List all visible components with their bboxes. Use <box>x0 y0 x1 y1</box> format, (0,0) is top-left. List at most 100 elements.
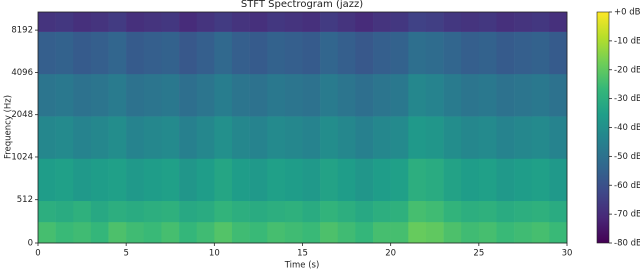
spectrogram-cell <box>267 12 286 32</box>
spectrogram-cell <box>267 73 286 117</box>
spectrogram-cell <box>196 200 215 223</box>
spectrogram-cell <box>320 200 339 223</box>
spectrogram-cell <box>425 31 444 75</box>
spectrogram-cell <box>390 158 409 202</box>
spectrogram-cell <box>284 73 303 117</box>
spectrogram-cell <box>373 221 391 244</box>
spectrogram-cell <box>38 73 56 117</box>
spectrogram-cell <box>355 31 374 75</box>
colorbar-tick-label: -70 dB <box>614 210 640 220</box>
spectrogram-cell <box>55 31 74 75</box>
spectrogram-cell <box>179 200 197 223</box>
spectrogram-cell <box>302 12 321 32</box>
spectrogram-cell <box>514 158 533 202</box>
spectrogram-cell <box>126 116 145 159</box>
spectrogram-cell <box>355 158 374 202</box>
spectrogram-cell <box>531 31 550 75</box>
spectrogram-cell <box>249 200 268 223</box>
spectrogram-cell <box>390 73 409 117</box>
spectrogram-cell <box>320 31 339 75</box>
spectrogram-cell <box>337 31 356 75</box>
spectrogram-cell <box>531 12 550 32</box>
spectrogram-cell <box>443 221 462 244</box>
y-axis-label: Frequency (Hz) <box>4 95 14 159</box>
spectrogram-cell <box>302 116 321 159</box>
spectrogram-cell <box>73 116 92 159</box>
spectrogram-cell <box>425 200 444 223</box>
spectrogram-cell <box>549 73 568 117</box>
spectrogram-cell <box>302 158 321 202</box>
spectrogram-cell <box>161 31 180 75</box>
spectrogram-cell <box>373 116 391 159</box>
spectrogram-cell <box>443 31 462 75</box>
spectrogram-cell <box>408 200 427 223</box>
spectrogram-cell <box>549 158 568 202</box>
spectrogram-cell <box>373 31 391 75</box>
spectrogram-cell <box>179 73 197 117</box>
spectrogram-cell <box>531 221 550 244</box>
chart-title: STFT Spectrogram (jazz) <box>241 0 363 10</box>
spectrogram-cell <box>355 116 374 159</box>
spectrogram-cell <box>284 31 303 75</box>
spectrogram-cell <box>408 116 427 159</box>
spectrogram-cell <box>196 221 215 244</box>
spectrogram-cell <box>214 221 233 244</box>
x-tick-label: 30 <box>562 249 573 259</box>
spectrogram-cell <box>496 73 515 117</box>
x-tick-label: 5 <box>123 249 128 259</box>
spectrogram-cell <box>249 158 268 202</box>
spectrogram-cell <box>373 200 391 223</box>
spectrogram-cell <box>249 221 268 244</box>
spectrogram-cell <box>514 116 533 159</box>
spectrogram-cell <box>478 31 497 75</box>
spectrogram-cell <box>355 73 374 117</box>
spectrogram-cell <box>461 73 480 117</box>
spectrogram-cell <box>337 116 356 159</box>
spectrogram-cell <box>143 200 162 223</box>
spectrogram-cell <box>478 158 497 202</box>
spectrogram-cell <box>231 31 250 75</box>
spectrogram-cell <box>73 158 92 202</box>
y-tick-label: 4096 <box>11 68 33 78</box>
spectrogram-cell <box>108 158 127 202</box>
spectrogram-cell <box>478 73 497 117</box>
spectrogram-cell <box>161 221 180 244</box>
spectrogram-cell <box>337 200 356 223</box>
spectrogram-cell <box>108 200 127 223</box>
spectrogram-cell <box>531 116 550 159</box>
spectrogram-cell <box>231 116 250 159</box>
spectrogram-cell <box>55 12 74 32</box>
spectrogram-cell <box>549 116 568 159</box>
spectrogram-cell <box>461 221 480 244</box>
x-tick-label: 10 <box>209 249 220 259</box>
spectrogram-cell <box>408 12 427 32</box>
y-tick-label: 0 <box>28 239 33 249</box>
x-tick-label: 25 <box>473 249 484 259</box>
spectrogram-cell <box>196 31 215 75</box>
spectrogram-cell <box>461 116 480 159</box>
spectrogram-cell <box>55 200 74 223</box>
x-tick-label: 0 <box>35 249 40 259</box>
spectrogram-cell <box>267 116 286 159</box>
spectrogram-cell <box>355 200 374 223</box>
spectrogram-cell <box>196 158 215 202</box>
spectrogram-cell <box>408 31 427 75</box>
spectrogram-cell <box>549 200 568 223</box>
spectrogram-cell <box>249 116 268 159</box>
spectrogram-cell <box>284 221 303 244</box>
spectrogram-cell <box>284 12 303 32</box>
spectrogram-cell <box>461 12 480 32</box>
spectrogram-cell <box>320 73 339 117</box>
spectrogram-cell <box>90 200 109 223</box>
spectrogram-cell <box>108 73 127 117</box>
spectrogram-cell <box>514 200 533 223</box>
x-tick-label: 20 <box>385 249 396 259</box>
spectrogram-cell <box>196 116 215 159</box>
spectrogram-cell <box>302 221 321 244</box>
spectrogram-cell <box>126 73 145 117</box>
spectrogram-cell <box>73 31 92 75</box>
spectrogram-cell <box>179 31 197 75</box>
spectrogram-cell <box>320 158 339 202</box>
spectrogram-cell <box>55 158 74 202</box>
